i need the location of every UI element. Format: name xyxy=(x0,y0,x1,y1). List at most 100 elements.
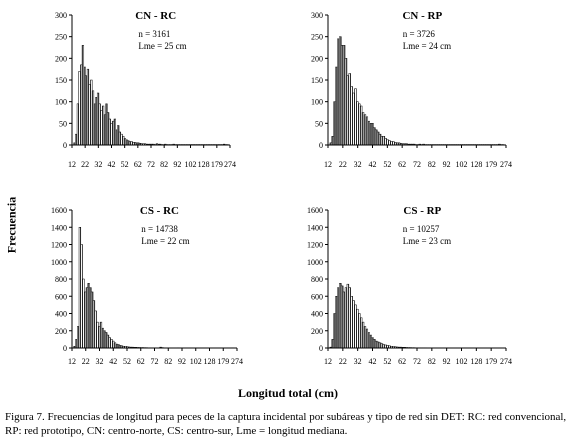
histogram-bar xyxy=(371,123,374,146)
histogram-bar xyxy=(339,36,342,146)
figure-caption: Figura 7. Frecuencias de longitud para p… xyxy=(5,411,567,437)
histogram-bar xyxy=(339,283,342,349)
y-tick-label: 200 xyxy=(311,54,323,63)
x-tick-label: 179 xyxy=(211,160,223,169)
histogram-bar xyxy=(105,332,108,349)
histogram-bar xyxy=(103,330,106,349)
histogram-bar xyxy=(123,138,127,146)
y-tick-label: 1600 xyxy=(307,206,323,215)
histogram-bar xyxy=(112,120,115,146)
histogram-bar xyxy=(337,287,340,349)
y-tick-label: 200 xyxy=(55,327,67,336)
x-tick-label: 32 xyxy=(354,160,362,169)
histogram-bar xyxy=(125,139,128,146)
histogram-bar xyxy=(376,341,380,349)
panel-annotation: Lme = 24 cm xyxy=(403,41,451,51)
histogram-bar xyxy=(98,103,101,146)
histogram-bar xyxy=(331,339,334,349)
y-tick-label: 1200 xyxy=(307,241,323,250)
y-tick-label: 1400 xyxy=(307,223,323,232)
histogram-bar xyxy=(333,313,336,349)
x-tick-label: 22 xyxy=(82,357,90,366)
histogram-bar xyxy=(348,287,351,349)
histogram-bar xyxy=(392,141,395,146)
histogram-bar xyxy=(95,97,98,146)
y-tick-label: 600 xyxy=(311,292,323,301)
histogram-bar xyxy=(369,334,372,349)
y-tick-label: 1600 xyxy=(51,206,67,215)
histogram-bar xyxy=(110,339,113,349)
histogram-bar xyxy=(113,118,116,146)
histogram-bar xyxy=(130,141,133,146)
histogram-bar xyxy=(91,291,94,349)
histogram-bar xyxy=(382,136,386,146)
histogram-bar xyxy=(380,343,384,349)
panel-title: CN - RP xyxy=(402,10,442,22)
x-tick-label: 102 xyxy=(456,357,468,366)
y-tick-label: 400 xyxy=(55,310,67,319)
histogram-bar xyxy=(358,103,361,146)
x-tick-label: 179 xyxy=(217,357,229,366)
histogram-bar xyxy=(86,68,90,146)
histogram-bar xyxy=(118,131,121,146)
x-tick-label: 102 xyxy=(185,160,197,169)
y-tick-label: 200 xyxy=(55,54,67,63)
histogram-bar xyxy=(380,136,384,146)
x-tick-label: 274 xyxy=(231,357,243,366)
x-tick-label: 82 xyxy=(164,357,172,366)
histogram-bar xyxy=(120,133,123,146)
histogram-bar xyxy=(352,92,355,146)
x-tick-label: 82 xyxy=(428,160,436,169)
x-tick-label: 92 xyxy=(443,160,451,169)
x-tick-label: 72 xyxy=(413,160,421,169)
y-tick-label: 300 xyxy=(311,11,323,20)
y-tick-label: 0 xyxy=(63,141,67,150)
x-tick-label: 92 xyxy=(173,160,181,169)
x-tick-label: 52 xyxy=(383,357,391,366)
histogram-bar xyxy=(115,343,118,349)
histogram-bar xyxy=(361,112,365,146)
y-tick-label: 0 xyxy=(319,141,323,150)
histogram-bar xyxy=(80,64,83,146)
x-tick-label: 22 xyxy=(81,160,89,169)
x-tick-label: 12 xyxy=(324,160,332,169)
histogram-bar xyxy=(376,131,380,146)
x-tick-label: 102 xyxy=(456,160,468,169)
histogram-bar xyxy=(375,129,378,146)
histogram-bar xyxy=(335,66,338,146)
histogram-bar xyxy=(367,120,370,146)
histogram-bar xyxy=(122,136,125,146)
histogram-bar xyxy=(98,326,101,349)
histogram-bar xyxy=(390,141,393,146)
y-tick-label: 1000 xyxy=(307,258,323,267)
x-tick-label: 32 xyxy=(94,160,102,169)
x-tick-label: 52 xyxy=(383,160,391,169)
y-tick-label: 800 xyxy=(55,275,67,284)
x-tick-label: 72 xyxy=(151,357,159,366)
histogram-bar xyxy=(346,75,350,146)
histogram-bar xyxy=(103,114,106,146)
histogram-bar xyxy=(89,287,92,349)
x-tick-label: 274 xyxy=(500,357,512,366)
histogram-bar xyxy=(333,101,336,146)
histogram-bar xyxy=(337,38,340,146)
histogram-bar xyxy=(375,340,378,349)
histogram-bar xyxy=(378,133,382,146)
x-tick-label: 128 xyxy=(198,160,210,169)
x-tick-label: 102 xyxy=(190,357,202,366)
histogram-bar xyxy=(346,283,350,349)
histogram-bar xyxy=(361,321,365,349)
histogram-bar xyxy=(335,296,338,349)
y-tick-label: 50 xyxy=(315,119,323,128)
x-tick-label: 82 xyxy=(160,160,168,169)
histogram-bar xyxy=(384,138,387,146)
x-tick-label: 32 xyxy=(354,357,362,366)
histogram-bar xyxy=(365,116,369,146)
histogram-bar xyxy=(348,73,351,146)
histogram-bar xyxy=(344,287,348,349)
panel-annotation: Lme = 25 cm xyxy=(138,41,186,51)
x-tick-label: 62 xyxy=(137,357,145,366)
y-tick-label: 0 xyxy=(319,344,323,353)
histogram-bar xyxy=(75,339,78,349)
histogram-bar xyxy=(91,90,95,146)
